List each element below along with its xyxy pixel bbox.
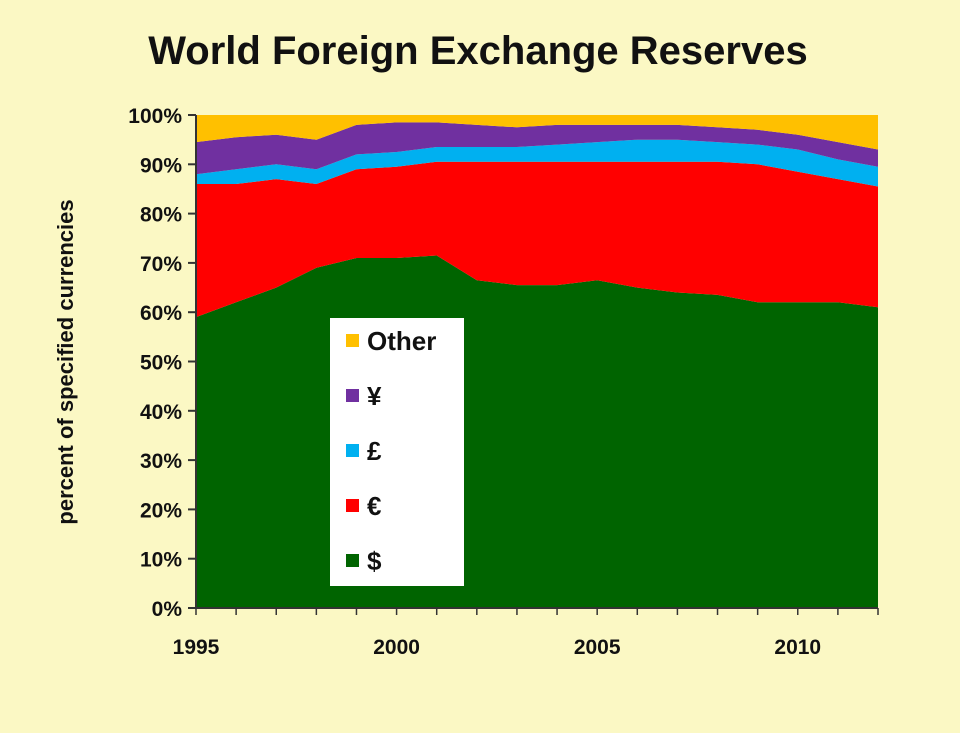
y-tick-label: 40% xyxy=(140,401,182,424)
y-tick-label: 90% xyxy=(140,154,182,177)
y-tick-label: 60% xyxy=(140,302,182,325)
legend-swatch-dollar xyxy=(346,554,359,567)
y-tick-labels: 0% 10% 20% 30% 40% 50% 60% 70% 80% 90% 100% xyxy=(128,105,182,621)
legend: Other ¥ £ € $ xyxy=(330,318,464,586)
area-euro xyxy=(196,161,878,318)
area-other xyxy=(196,115,878,150)
y-tick-label: 50% xyxy=(140,352,182,375)
y-tick-label: 70% xyxy=(140,253,182,276)
x-tick-labels: 1995 2000 2005 2010 xyxy=(173,636,821,659)
legend-swatch-euro xyxy=(346,499,359,512)
x-tick-label: 1995 xyxy=(173,636,220,659)
area-dollar xyxy=(196,255,878,608)
y-tick-label: 80% xyxy=(140,204,182,227)
legend-label-yen: ¥ xyxy=(367,381,382,411)
area-series-group xyxy=(196,115,878,608)
x-tick-label: 2010 xyxy=(774,636,821,659)
x-tick-label: 2000 xyxy=(373,636,420,659)
y-tick-label: 20% xyxy=(140,499,182,522)
x-tick-label: 2005 xyxy=(574,636,621,659)
y-axis-label: percent of specified currencies xyxy=(53,199,78,524)
legend-swatch-pound xyxy=(346,444,359,457)
y-tick-label: 10% xyxy=(140,549,182,572)
area-pound xyxy=(196,139,878,187)
legend-swatch-other xyxy=(346,334,359,347)
legend-label-euro: € xyxy=(367,491,381,521)
legend-label-pound: £ xyxy=(367,436,382,466)
y-tick-label: 30% xyxy=(140,450,182,473)
y-tick-label: 100% xyxy=(128,105,182,128)
chart-title: World Foreign Exchange Reserves xyxy=(148,29,807,73)
legend-label-dollar: $ xyxy=(367,546,382,576)
area-yen xyxy=(196,122,878,175)
legend-swatch-yen xyxy=(346,389,359,402)
legend-label-other: Other xyxy=(367,326,436,356)
axes-group xyxy=(188,114,879,615)
y-tick-label: 0% xyxy=(152,598,183,621)
